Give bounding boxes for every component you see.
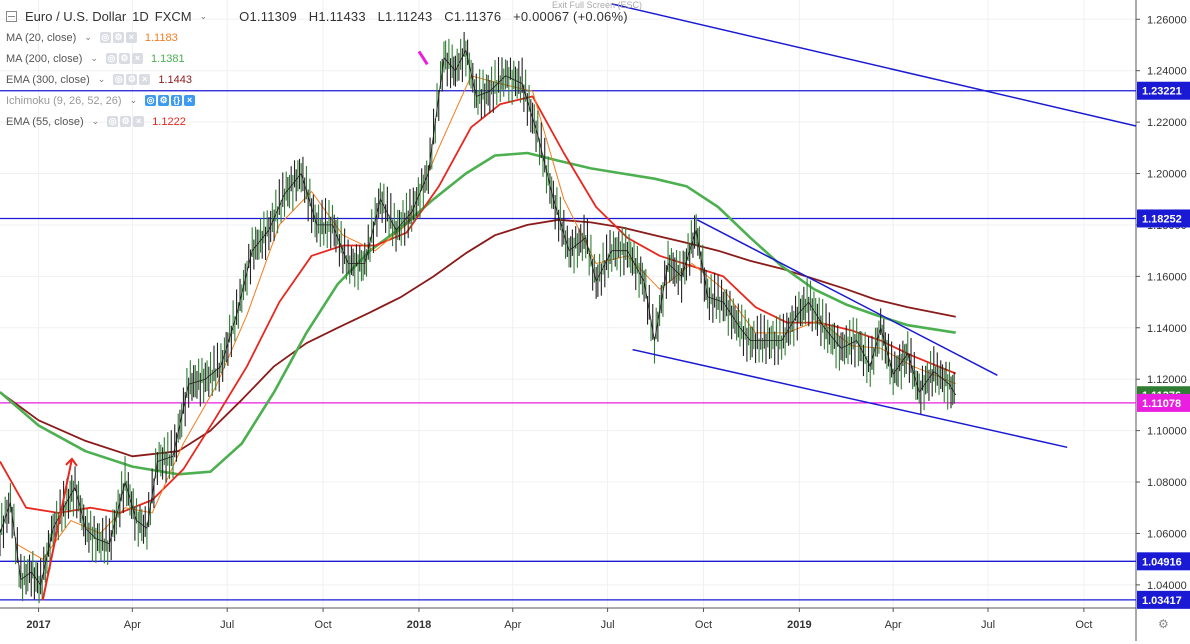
chevron-down-icon[interactable]: ⌄ [84, 32, 92, 42]
x-tick-label: Oct [1075, 619, 1092, 631]
y-tick-label: 1.10000 [1147, 426, 1187, 438]
chevron-down-icon[interactable]: ⌄ [90, 53, 98, 63]
chevron-down-icon[interactable]: ⌄ [129, 95, 138, 105]
indicator-row[interactable]: MA (20, close) ⌄ ◎ ⚙ × 1.1183 [6, 27, 1126, 48]
chevron-down-icon[interactable]: ⌄ [91, 116, 100, 126]
price-label-box [1137, 209, 1190, 228]
x-tick-label: Apr [504, 619, 521, 631]
indicator-name[interactable]: MA (200, close) [6, 52, 83, 65]
indicator-name[interactable]: EMA (300, close) [6, 73, 90, 86]
x-tick-label: Jul [981, 619, 995, 631]
close-icon[interactable]: × [184, 95, 196, 106]
eye-icon[interactable]: ◎ [107, 116, 119, 127]
eye-icon[interactable]: ◎ [145, 95, 157, 106]
gear-icon[interactable]: ⚙ [112, 32, 124, 43]
eye-icon[interactable]: ◎ [105, 53, 117, 64]
indicator-value: 1.1183 [144, 31, 178, 44]
y-tick-label: 1.16000 [1147, 271, 1187, 283]
arrow-head [65, 457, 78, 467]
gear-icon[interactable]: ⚙ [118, 53, 130, 64]
close-icon[interactable]: × [125, 32, 137, 43]
chevron-down-icon[interactable]: ⌄ [97, 74, 106, 84]
symbol-name[interactable]: Euro / U.S. Dollar [25, 9, 127, 24]
open-value: O1.11309 [239, 9, 297, 24]
x-tick-label: 2018 [407, 619, 431, 631]
ohlc-values: O1.11309 H1.11433 L1.11243 C1.11376 +0.0… [239, 9, 636, 24]
x-tick-label: Oct [315, 619, 332, 631]
x-tick-label: 2017 [26, 619, 50, 631]
y-tick-label: 1.12000 [1147, 374, 1187, 386]
indicator-value: 1.1222 [152, 115, 186, 128]
x-tick-label: Jul [220, 619, 234, 631]
price-close-line [0, 49, 957, 586]
low-value: L1.11243 [377, 9, 433, 24]
price-label-text: 1.11078 [1142, 398, 1181, 410]
symbol-exchange: FXCM [154, 9, 192, 24]
symbol-header: Euro / U.S. Dollar 1D FXCM ⌄ O1.11309 H1… [6, 6, 1126, 27]
indicator-row[interactable]: EMA (300, close) ⌄ ◎ ⚙ × 1.1443 [6, 69, 1126, 90]
y-tick-label: 1.04000 [1147, 580, 1187, 592]
y-tick-label: 1.22000 [1147, 117, 1187, 129]
indicator-name[interactable]: EMA (55, close) [6, 115, 84, 128]
indicator-row[interactable]: Ichimoku (9, 26, 52, 26) ⌄ ◎ ⚙{} × [6, 90, 1126, 111]
price-label-box [1137, 81, 1190, 100]
settings-gear-icon[interactable]: ⚙ [1158, 617, 1169, 631]
x-tick-label: Apr [124, 619, 141, 631]
close-icon[interactable]: × [131, 53, 143, 64]
indicator-list: MA (20, close) ⌄ ◎ ⚙ × 1.1183 MA (200, close) ⌄… [6, 27, 1126, 132]
price-label-text: 1.03417 [1142, 595, 1182, 607]
high-value: H1.11433 [308, 9, 366, 24]
indicator-row[interactable]: MA (200, close) ⌄ ◎ ⚙ × 1.1381 [6, 48, 1126, 69]
x-tick-label: Apr [885, 619, 902, 631]
y-tick-label: 1.14000 [1147, 323, 1187, 335]
price-label-text: 1.04916 [1142, 556, 1182, 568]
trend-line [611, 3, 1137, 127]
x-tick-label: 2019 [787, 619, 811, 631]
indicator-name[interactable]: Ichimoku (9, 26, 52, 26) [6, 94, 122, 107]
indicator-name[interactable]: MA (20, close) [6, 31, 77, 44]
collapse-icon[interactable] [6, 11, 17, 22]
change-value: +0.00067 (+0.06%) [513, 9, 628, 24]
gear-icon[interactable]: ⚙ [120, 116, 132, 127]
price-label-box [1137, 393, 1190, 412]
close-value: C1.11376 [444, 9, 502, 24]
indicator-value: 1.1381 [150, 52, 185, 65]
chevron-down-icon[interactable]: ⌄ [199, 11, 208, 21]
indicator-row[interactable]: EMA (55, close) ⌄ ◎ ⚙ × 1.1222 [6, 111, 1126, 132]
price-label-text: 1.23221 [1142, 86, 1182, 98]
price-label-box [1137, 552, 1190, 571]
braces-icon[interactable]: {} [171, 95, 183, 106]
gear-icon[interactable]: ⚙ [126, 74, 138, 85]
gear-icon[interactable]: ⚙ [158, 95, 170, 106]
y-tick-label: 1.08000 [1147, 477, 1187, 489]
y-tick-label: 1.24000 [1147, 66, 1187, 78]
close-icon[interactable]: × [133, 116, 145, 127]
eye-icon[interactable]: ◎ [113, 74, 125, 85]
trend-line [417, 50, 429, 66]
symbol-interval: 1D [132, 9, 149, 24]
x-tick-label: Jul [601, 619, 615, 631]
price-label-text: 1.18252 [1142, 213, 1182, 225]
y-tick-label: 1.06000 [1147, 528, 1187, 540]
ma200-line [0, 151, 956, 476]
chart-legend: Euro / U.S. Dollar 1D FXCM ⌄ O1.11309 H1… [6, 6, 1126, 132]
trend-line [696, 219, 998, 377]
trend-line [632, 348, 1068, 449]
close-icon[interactable]: × [139, 74, 151, 85]
price-label-box [1137, 590, 1190, 609]
x-tick-label: Oct [695, 619, 712, 631]
y-tick-label: 1.20000 [1147, 169, 1187, 181]
exit-fullscreen-hint[interactable]: Exit Full Screen (ESC) [552, 0, 643, 10]
ema300-line [0, 218, 956, 458]
indicator-value: 1.1443 [158, 73, 192, 86]
eye-icon[interactable]: ◎ [99, 32, 111, 43]
arrow-annotation [41, 458, 73, 601]
y-tick-label: 1.26000 [1147, 14, 1187, 26]
